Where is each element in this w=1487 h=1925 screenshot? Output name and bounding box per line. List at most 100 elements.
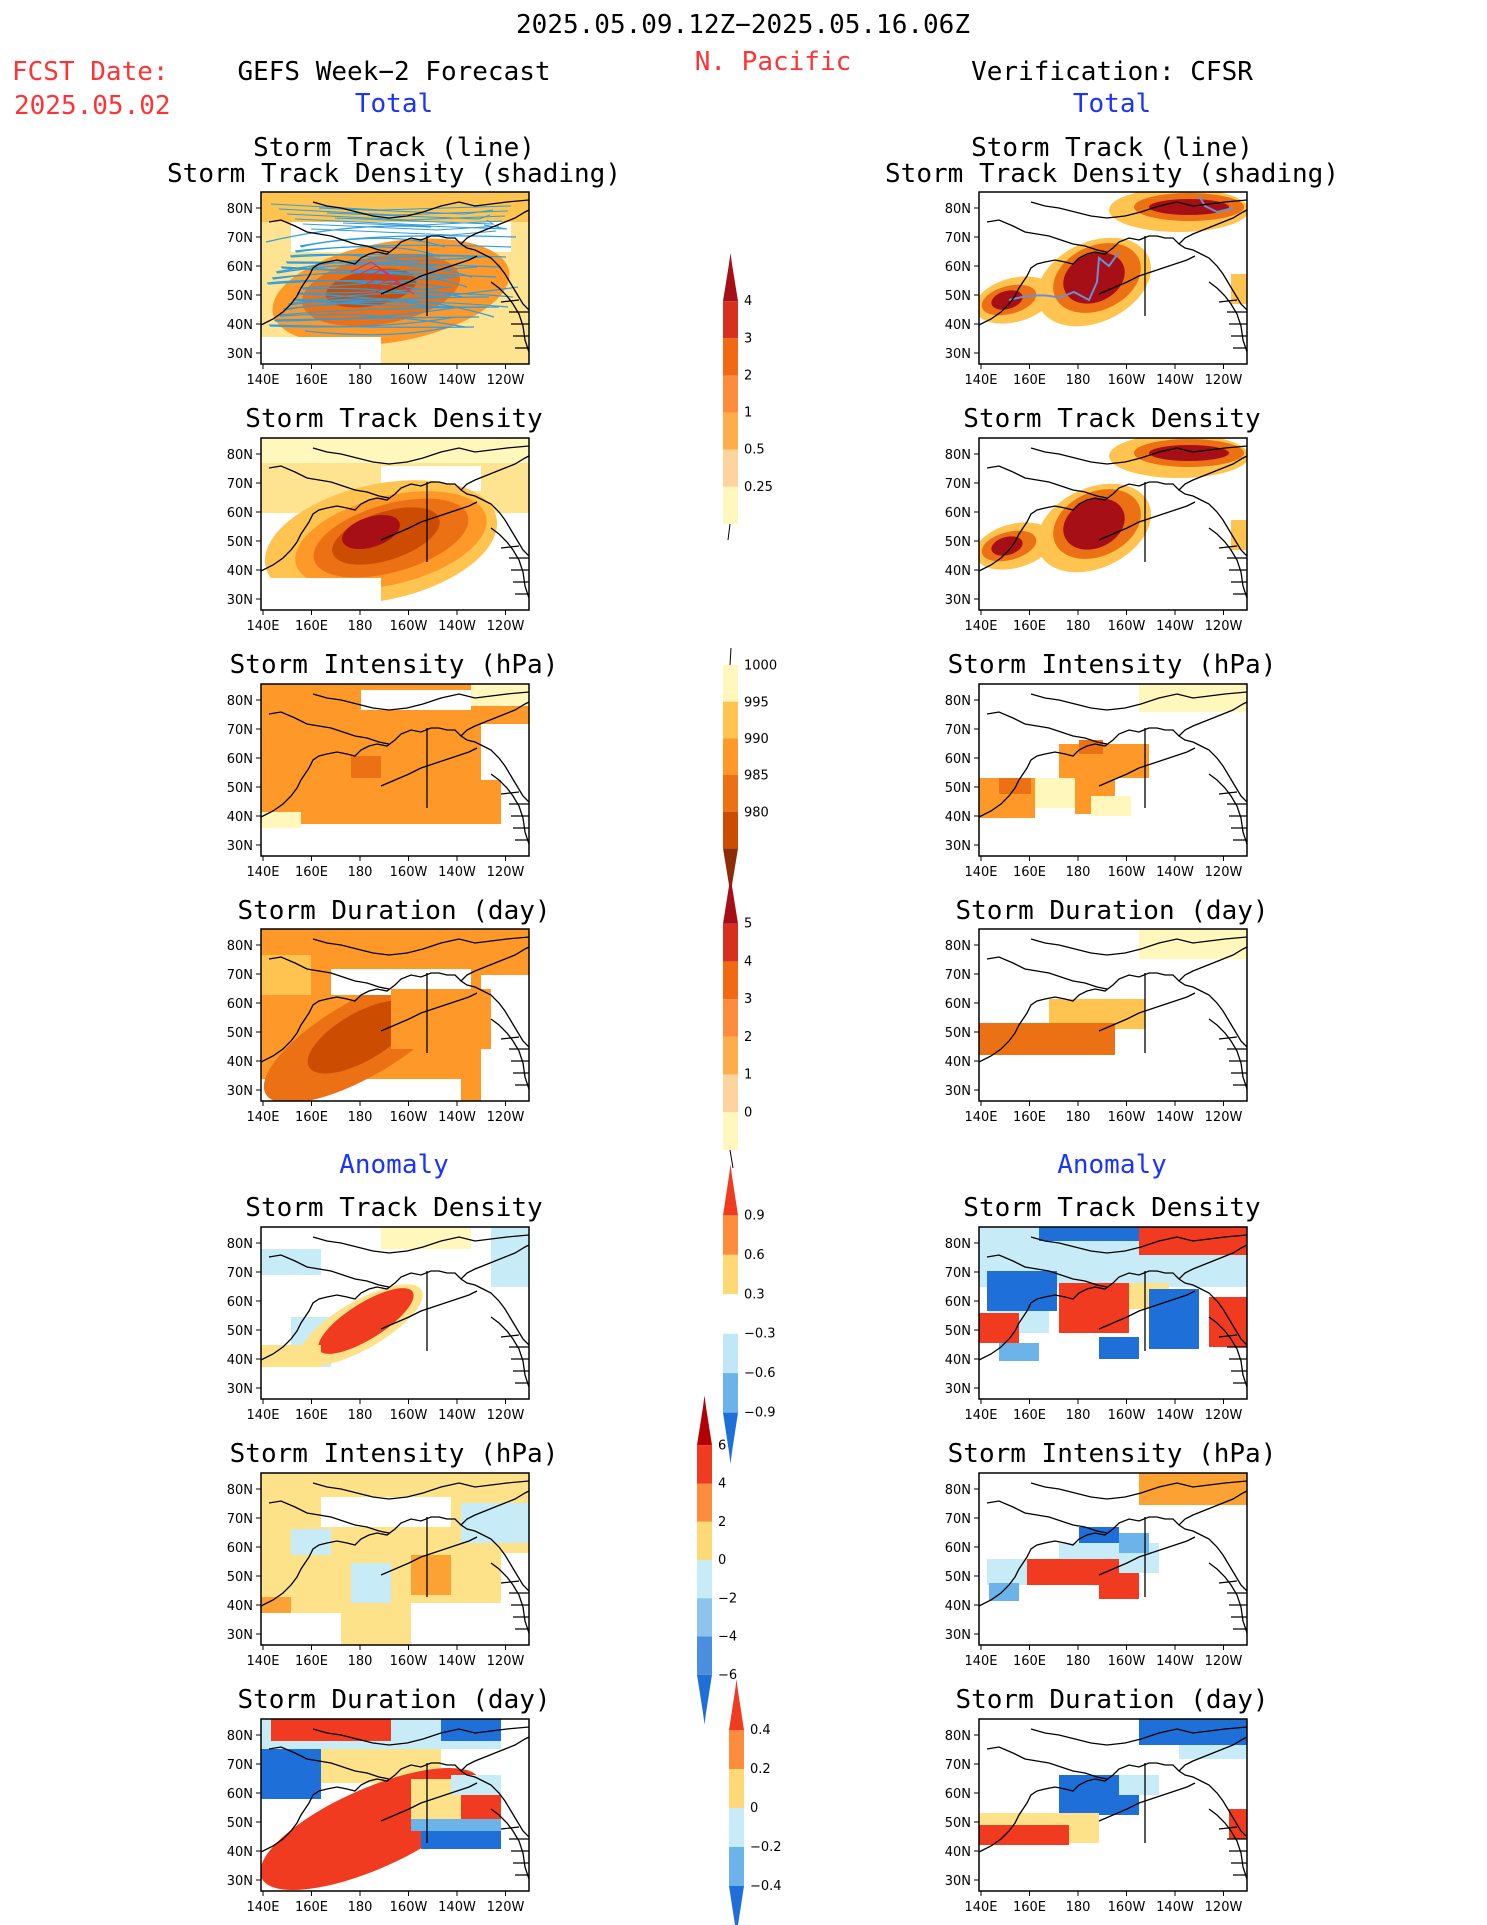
coastline — [490, 1562, 529, 1634]
colorbar-label: 990 — [744, 732, 769, 747]
lat-label: 70N — [945, 968, 971, 983]
colorbar-label: 5 — [744, 917, 752, 932]
lon-label: 160E — [1013, 619, 1046, 634]
colorbar-segment — [723, 811, 738, 849]
map-shading — [261, 929, 529, 1101]
coastline — [261, 1762, 529, 1853]
coastline — [986, 219, 1108, 253]
coastline — [1098, 1536, 1196, 1576]
map-shading — [979, 438, 1247, 599]
coastline — [1218, 545, 1247, 595]
lat-label: 50N — [227, 289, 253, 304]
colorbar-label: −0.3 — [744, 1327, 776, 1342]
colorbar-label: 0.4 — [750, 1723, 771, 1738]
lat-label: 40N — [945, 564, 971, 579]
shade-cell — [261, 955, 311, 995]
lon-label: 160W — [1108, 865, 1146, 880]
map-shading — [261, 684, 529, 856]
lat-label: 70N — [945, 477, 971, 492]
panel-intensity-anom-right: 80N 70N 60N 50N 40N 30N 140E 160E 180 160W 140W 120… — [945, 1472, 1248, 1669]
coastline — [312, 936, 529, 956]
map-shading — [979, 1719, 1247, 1880]
panel-title-duration-right: Storm Duration (day) — [955, 896, 1269, 926]
shade-region — [1063, 498, 1125, 550]
colorbar-segment — [723, 1074, 738, 1113]
shade-cell — [261, 744, 301, 794]
storm-track-line — [285, 261, 502, 268]
colorbar-intensity_anom: 6 4 2 0 −2 −4 −6 — [697, 1395, 737, 1725]
colorbar-segment — [723, 338, 738, 376]
coastline — [1208, 281, 1247, 353]
coastline — [380, 1536, 478, 1576]
lat-label: 30N — [227, 1874, 253, 1889]
lon-label: 160E — [295, 1110, 328, 1125]
coastline — [1030, 936, 1247, 956]
coastline — [979, 727, 1247, 818]
lon-label: 140E — [246, 1900, 279, 1915]
lon-label: 120W — [487, 1408, 525, 1423]
lon-label: 140W — [1156, 1654, 1194, 1669]
coastline — [490, 1808, 529, 1880]
left-total-label: Total — [354, 89, 434, 119]
storm-track-line — [279, 313, 466, 328]
fcst-date-value: 2025.05.02 — [14, 91, 171, 121]
lat-label: 80N — [227, 448, 253, 463]
coastline — [261, 1270, 529, 1361]
shade-cell — [351, 1563, 391, 1603]
shade-cell — [261, 1597, 291, 1613]
shade-cell — [987, 1271, 1057, 1311]
lat-label: 60N — [227, 997, 253, 1012]
map-shading — [261, 1719, 529, 1891]
lon-label: 160W — [390, 619, 428, 634]
lat-label: 50N — [227, 1816, 253, 1831]
shade-cell — [351, 756, 381, 778]
colorbar-label: 980 — [744, 805, 769, 820]
coastline — [312, 1234, 529, 1254]
coastline — [500, 545, 529, 595]
colorbar-label: −0.4 — [750, 1879, 782, 1894]
coastline — [986, 1746, 1108, 1780]
colorbar-label: 4 — [744, 294, 752, 309]
panel-duration-anom-left: 80N 70N 60N 50N 40N 30N 140E 160E 180 160W 140W 120… — [227, 1718, 530, 1915]
coastline — [490, 773, 529, 845]
storm-track-line — [271, 272, 468, 288]
coastline — [268, 711, 390, 745]
colorbar-label: 985 — [744, 769, 769, 784]
storm-track-line — [296, 286, 453, 294]
panel-title-intensity-right: Storm Intensity (hPa) — [947, 650, 1277, 680]
coastline — [312, 691, 529, 711]
lat-label: 40N — [227, 1055, 253, 1070]
storm-track-line — [318, 207, 494, 215]
colorbar-label: −0.6 — [744, 1366, 776, 1381]
lon-label: 120W — [487, 619, 525, 634]
map-frame — [260, 1226, 530, 1400]
map-frame — [978, 1718, 1248, 1892]
lat-label: 60N — [945, 1295, 971, 1310]
coastline — [490, 1316, 529, 1388]
colorbar-segment — [723, 375, 738, 413]
colorbar-label: 4 — [744, 954, 752, 969]
coastline — [1218, 1580, 1247, 1630]
colorbar-segment — [723, 1164, 738, 1216]
colorbar-segment — [723, 701, 738, 739]
shade-cell — [1139, 1719, 1247, 1745]
shade-cell — [261, 1249, 321, 1275]
lon-label: 140E — [964, 1110, 997, 1125]
lon-label: 140W — [438, 1110, 476, 1125]
coastline — [1030, 199, 1247, 219]
lon-label: 140W — [1156, 373, 1194, 388]
shade-cell — [1119, 1533, 1149, 1553]
lon-label: 140E — [246, 1654, 279, 1669]
coastline — [268, 465, 390, 499]
coastline — [312, 1480, 529, 1500]
lon-label: 180 — [348, 1654, 373, 1669]
lat-label: 60N — [227, 1295, 253, 1310]
lon-label: 180 — [348, 1900, 373, 1915]
lat-label: 40N — [945, 1599, 971, 1614]
lon-label: 160W — [390, 1900, 428, 1915]
lat-label: 80N — [227, 1483, 253, 1498]
colorbar-label: 0.25 — [744, 480, 773, 495]
lon-label: 180 — [348, 619, 373, 634]
lon-label: 140W — [438, 865, 476, 880]
lat-label: 70N — [227, 477, 253, 492]
